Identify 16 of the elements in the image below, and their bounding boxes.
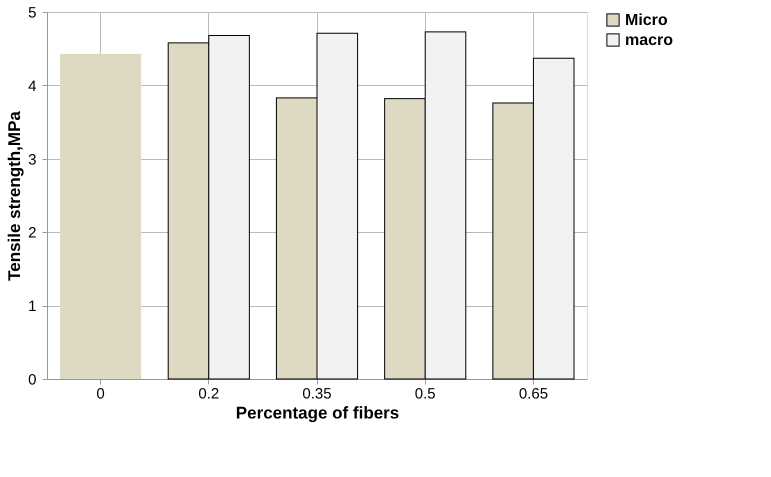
x-tick-label: 0.5 [414, 386, 436, 402]
y-tick-label: 5 [28, 4, 36, 22]
y-tick-label: 2 [28, 224, 36, 242]
y-tick-label: 0 [28, 372, 36, 388]
bar [60, 54, 142, 379]
x-tick-label: 0.2 [198, 386, 220, 402]
x-tick-label: 0.35 [302, 386, 332, 402]
x-tick-label: 0 [96, 386, 105, 402]
legend-label: macro [625, 32, 674, 49]
y-tick-label: 3 [28, 151, 36, 168]
y-tick-label: 4 [28, 78, 36, 95]
legend-label: Micro [625, 12, 668, 29]
y-tick-label: 1 [28, 298, 36, 316]
y-axis-title: Tensile strength,MPa [5, 110, 24, 281]
x-tick-label: 0.65 [518, 386, 548, 402]
x-axis-title: Percentage of fibers [236, 404, 400, 422]
